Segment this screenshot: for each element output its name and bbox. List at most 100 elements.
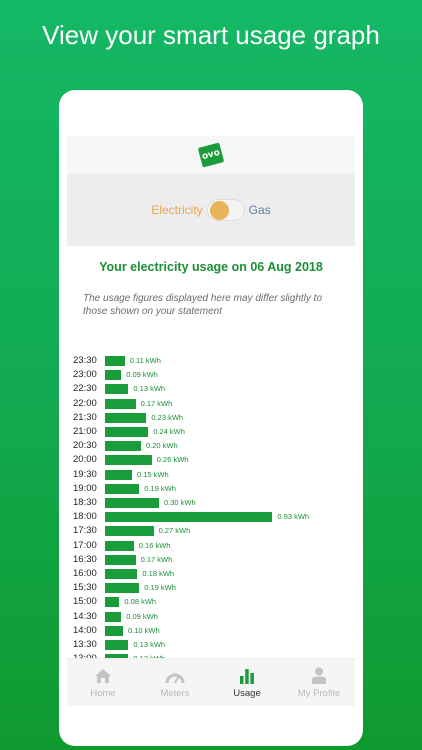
phone-frame: ovo Electricity Gas Your electricity usa… <box>59 90 363 746</box>
usage-value-label: 0.17 kWh <box>140 554 173 564</box>
usage-value-label: 0.09 kWh <box>126 370 158 380</box>
chart-row: 19:00 0.19 kWh <box>67 482 355 496</box>
usage-value-label: 0.19 kWh <box>144 583 176 593</box>
usage-bar[interactable] <box>105 569 138 579</box>
usage-value-label: 0.23 kWh <box>151 412 184 422</box>
chart-time-label: 13:30 <box>73 639 97 650</box>
usage-value-label: 0.19 kWh <box>144 483 176 493</box>
gauge-icon <box>165 666 185 684</box>
chart-time-label: 20:00 <box>73 454 97 466</box>
usage-value-label: 0.26 kWh <box>156 455 189 465</box>
chart-row: 21:00 0.24 kWh <box>67 425 355 439</box>
bar-chart-icon <box>239 666 255 684</box>
chart-time-label: 18:30 <box>73 497 97 508</box>
usage-value-label: 0.27 kWh <box>158 526 191 536</box>
chart-time-label: 17:30 <box>73 525 97 537</box>
usage-bar[interactable] <box>105 370 122 381</box>
usage-bar[interactable] <box>105 483 140 494</box>
tab-meters-label: Meters <box>160 688 190 699</box>
app-header: ovo <box>67 136 355 174</box>
chart-time-label: 18:00 <box>73 511 97 523</box>
chart-time-label: 14:00 <box>73 624 97 636</box>
tab-my-profile-label: My Profile <box>297 688 341 699</box>
tab-usage-label: Usage <box>233 688 261 699</box>
usage-bar[interactable] <box>105 512 273 523</box>
chart-time-label: 22:00 <box>73 397 97 409</box>
usage-bar[interactable] <box>105 611 122 622</box>
tab-usage[interactable]: Usage <box>211 659 283 706</box>
usage-value-label: 0.18 kWh <box>142 569 175 578</box>
chart-row: 18:00 0.93 kWh <box>67 510 355 524</box>
chart-time-label: 15:30 <box>73 582 97 594</box>
chart-time-label: 16:30 <box>73 553 97 565</box>
fuel-toggle-bar: Electricity Gas <box>67 174 355 246</box>
usage-value-label: 0.15 kWh <box>137 469 169 479</box>
usage-bar[interactable] <box>105 469 132 480</box>
usage-bar[interactable] <box>105 540 134 551</box>
usage-bar-chart[interactable]: 23:30 0.11 kWh 23:00 0.09 kWh 22:30 0.13 kWh 2… <box>67 354 355 670</box>
toggle-knob[interactable] <box>209 201 229 220</box>
chart-row: 22:30 0.13 kWh <box>67 382 355 396</box>
chart-time-label: 20:30 <box>73 440 97 452</box>
chart-row: 18:30 0.30 kWh <box>67 496 355 510</box>
marketing-headline: View your smart usage graph <box>42 20 380 50</box>
chart-row: 23:00 0.09 kWh <box>67 368 355 382</box>
tab-bar: Home Meters Usage My Profile <box>67 658 355 706</box>
usage-bar[interactable] <box>105 427 149 437</box>
chart-row: 21:30 0.23 kWh <box>67 411 355 425</box>
tab-my-profile[interactable]: My Profile <box>283 659 355 706</box>
usage-bar[interactable] <box>105 554 136 565</box>
chart-row: 13:30 0.13 kWh <box>67 638 355 652</box>
chart-row: 17:00 0.16 kWh <box>67 539 355 553</box>
usage-bar[interactable] <box>105 526 154 537</box>
usage-title: Your electricity usage on 06 Aug 2018 <box>99 260 323 274</box>
usage-bar[interactable] <box>105 498 159 508</box>
usage-card: Your electricity usage on 06 Aug 2018 Th… <box>67 246 355 708</box>
usage-bar[interactable] <box>105 625 123 636</box>
usage-bar[interactable] <box>105 640 129 650</box>
chart-time-label: 23:00 <box>73 369 97 381</box>
chart-row: 20:00 0.26 kWh <box>67 453 355 467</box>
usage-bar[interactable] <box>105 455 152 466</box>
usage-bar[interactable] <box>105 384 129 395</box>
gas-label[interactable]: Gas <box>248 203 271 217</box>
chart-row: 15:00 0.08 kWh <box>67 595 355 609</box>
usage-value-label: 0.13 kWh <box>133 384 166 394</box>
electricity-label[interactable]: Electricity <box>151 203 203 217</box>
chart-row: 19:30 0.15 kWh <box>67 468 355 482</box>
usage-value-label: 0.16 kWh <box>138 540 171 550</box>
usage-value-label: 0.10 kWh <box>128 625 160 635</box>
usage-value-label: 0.09 kWh <box>126 611 158 621</box>
usage-bar[interactable] <box>105 356 125 366</box>
chart-time-label: 21:30 <box>73 411 97 423</box>
tab-meters[interactable]: Meters <box>139 659 211 706</box>
chart-time-label: 19:30 <box>73 468 97 480</box>
chart-row: 23:30 0.11 kWh <box>67 354 355 368</box>
usage-bar[interactable] <box>105 398 136 409</box>
usage-bar[interactable] <box>105 583 140 594</box>
home-icon <box>94 666 112 684</box>
usage-value-label: 0.13 kWh <box>133 640 166 649</box>
chart-row: 14:30 0.09 kWh <box>67 610 355 624</box>
chart-time-label: 15:00 <box>73 596 97 608</box>
chart-row: 22:00 0.17 kWh <box>67 397 355 411</box>
tab-home[interactable]: Home <box>67 659 139 706</box>
chart-time-label: 17:00 <box>73 539 97 551</box>
chart-time-label: 19:00 <box>73 482 97 494</box>
usage-bar[interactable] <box>105 412 147 423</box>
chart-row: 16:30 0.17 kWh <box>67 553 355 567</box>
usage-bar[interactable] <box>105 597 120 608</box>
tab-home-label: Home <box>90 688 116 699</box>
ovo-logo: ovo <box>197 142 225 168</box>
usage-value-label: 0.08 kWh <box>124 597 157 607</box>
chart-time-label: 23:30 <box>73 355 97 366</box>
usage-bar[interactable] <box>105 441 141 452</box>
chart-time-label: 21:00 <box>73 426 97 437</box>
usage-value-label: 0.30 kWh <box>164 498 196 507</box>
chart-row: 15:30 0.19 kWh <box>67 581 355 595</box>
chart-row: 17:30 0.27 kWh <box>67 524 355 538</box>
chart-row: 14:00 0.10 kWh <box>67 624 355 638</box>
usage-value-label: 0.24 kWh <box>153 427 185 436</box>
fuel-toggle-switch[interactable] <box>206 199 245 221</box>
chart-row: 20:30 0.20 kWh <box>67 439 355 453</box>
